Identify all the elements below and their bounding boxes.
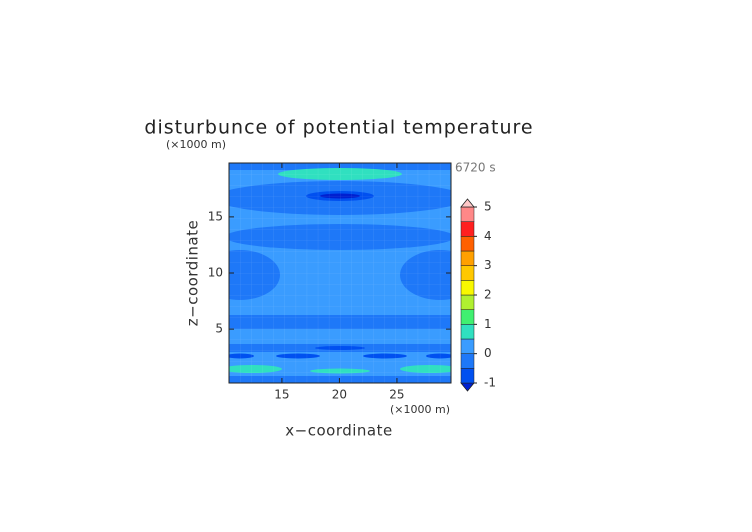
- contour-field: [229, 163, 451, 383]
- colorbar-tick-label: -1: [484, 376, 496, 390]
- colorbar-tick-label: 5: [484, 200, 492, 214]
- field-grid: [229, 163, 451, 383]
- x-tick-label: 15: [274, 388, 289, 402]
- x-axis-label: x−coordinate: [285, 422, 392, 440]
- chart-title: disturbunce of potential temperature: [144, 117, 533, 139]
- y-unit: (×1000 m): [166, 138, 226, 151]
- x-tick-label: 25: [389, 388, 404, 402]
- colorbar-tick-label: 1: [484, 317, 492, 331]
- colorbar-extension: [460, 382, 475, 392]
- colorbar-segment: [460, 206, 475, 222]
- colorbar-segment: [460, 324, 475, 340]
- x-tick-label: 20: [332, 388, 347, 402]
- colorbar-tick-label: 3: [484, 258, 492, 272]
- colorbar-segment: [460, 221, 475, 237]
- time-label: 6720 s: [455, 161, 496, 175]
- colorbar-segment: [460, 280, 475, 296]
- colorbar-tick-label: 2: [484, 288, 492, 302]
- colorbar-segment: [460, 353, 475, 369]
- colorbar-segment: [460, 294, 475, 310]
- colorbar-tick-label: 0: [484, 346, 492, 360]
- colorbar-segment: [460, 368, 475, 384]
- colorbar-segment: [460, 309, 475, 325]
- colorbar-tick-label: 4: [484, 229, 492, 243]
- colorbar-segment: [460, 250, 475, 266]
- y-axis-label: z−coordinate: [184, 220, 202, 326]
- y-tick-label: 5: [215, 322, 223, 336]
- y-tick-label: 10: [208, 266, 223, 280]
- colorbar-segment: [460, 338, 475, 354]
- colorbar-segment: [460, 236, 475, 252]
- colorbar-segment: [460, 265, 475, 281]
- x-unit: (×1000 m): [390, 403, 450, 416]
- y-tick-label: 15: [208, 209, 223, 223]
- colorbar-extension: [460, 198, 475, 208]
